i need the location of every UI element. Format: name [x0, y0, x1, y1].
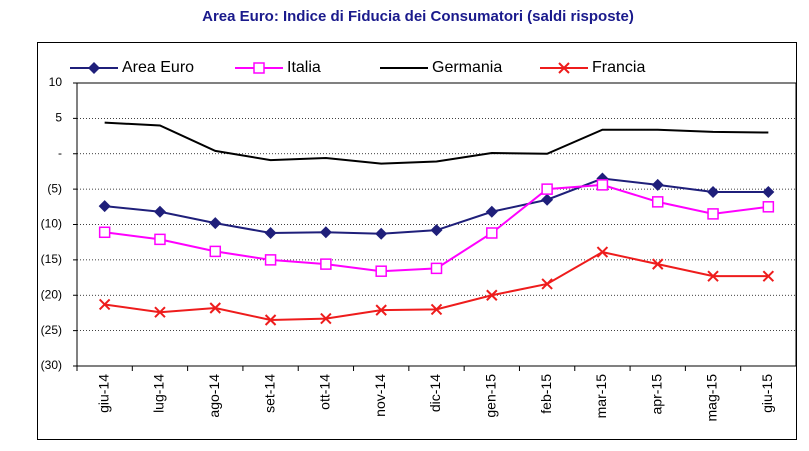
y-tick-label: (15)	[41, 252, 62, 266]
point	[209, 217, 222, 230]
point	[541, 183, 553, 195]
point	[264, 226, 277, 239]
legend-label: Francia	[592, 59, 645, 76]
point	[596, 179, 609, 191]
point	[541, 278, 553, 290]
point	[486, 227, 498, 239]
x-tick-label: giu-14	[95, 374, 111, 413]
point	[88, 62, 100, 74]
y-tick-label: (5)	[47, 181, 62, 195]
series-line	[104, 121, 769, 165]
y-tick-label: (25)	[41, 323, 62, 337]
point	[558, 62, 570, 74]
point	[652, 258, 664, 270]
legend-label: Italia	[287, 59, 321, 76]
x-tick-label: mar-15	[593, 374, 609, 419]
x-tick-label: gen-15	[483, 374, 499, 418]
y-tick-label: (30)	[41, 358, 62, 372]
x-tick-label: ott-14	[317, 374, 333, 410]
y-tick-label: (20)	[41, 287, 62, 301]
point	[320, 312, 332, 325]
point	[762, 270, 775, 282]
point	[98, 298, 111, 311]
point	[375, 304, 387, 316]
point	[651, 178, 664, 191]
point	[486, 289, 498, 301]
x-tick-label: dic-14	[427, 374, 443, 412]
point	[209, 302, 221, 314]
y-tick-label: -	[58, 146, 62, 160]
point	[153, 205, 166, 218]
point	[430, 224, 443, 237]
point	[209, 245, 222, 258]
point	[762, 201, 775, 213]
point	[375, 227, 388, 240]
x-tick-label: giu-15	[759, 374, 775, 413]
legend-label: Germania	[432, 59, 502, 76]
point	[651, 196, 664, 208]
point	[485, 205, 498, 218]
point	[430, 303, 443, 316]
point	[320, 258, 332, 270]
point	[596, 246, 609, 258]
point	[707, 185, 720, 198]
point	[253, 62, 265, 74]
x-tick-label: ago-14	[206, 374, 222, 418]
y-tick-label: 5	[55, 111, 62, 125]
y-tick-label: (10)	[41, 217, 62, 231]
point	[264, 254, 277, 266]
point	[375, 265, 387, 277]
point	[707, 270, 719, 282]
x-tick-label: feb-15	[538, 374, 554, 414]
point	[319, 226, 332, 239]
plot-border	[76, 82, 797, 367]
point	[541, 193, 554, 206]
legend-label: Area Euro	[122, 59, 194, 76]
x-tick-label: lug-14	[151, 374, 167, 413]
point	[98, 226, 111, 239]
point	[430, 262, 443, 275]
point	[707, 208, 719, 220]
x-tick-label: mag-15	[704, 374, 720, 422]
y-tick-label: 10	[49, 75, 63, 89]
point	[264, 314, 277, 326]
x-tick-label: nov-14	[372, 374, 388, 417]
point	[154, 233, 166, 246]
chart-title: Area Euro: Indice di Fiducia dei Consuma…	[202, 8, 634, 25]
point	[154, 306, 166, 318]
x-tick-label: apr-15	[648, 374, 664, 415]
x-tick-label: set-14	[261, 374, 277, 413]
point	[762, 185, 775, 198]
point	[98, 200, 111, 213]
